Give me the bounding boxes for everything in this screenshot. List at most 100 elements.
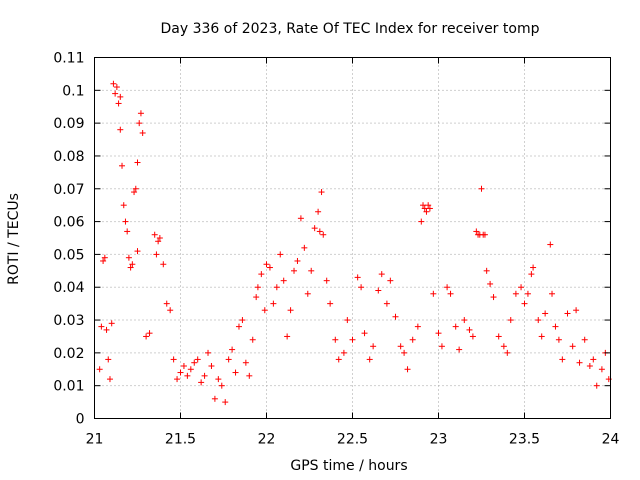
data-point bbox=[146, 330, 153, 337]
data-point bbox=[323, 277, 330, 284]
data-point bbox=[167, 307, 174, 314]
data-point bbox=[261, 307, 268, 314]
data-point bbox=[201, 372, 208, 379]
data-point bbox=[456, 346, 463, 353]
data-point bbox=[187, 366, 194, 373]
data-point bbox=[155, 238, 162, 245]
data-point bbox=[361, 330, 368, 337]
data-point bbox=[530, 264, 537, 271]
data-point bbox=[258, 271, 265, 278]
data-point bbox=[435, 330, 442, 337]
data-point bbox=[113, 84, 120, 91]
data-point bbox=[139, 129, 146, 136]
data-point bbox=[287, 307, 294, 314]
data-point bbox=[404, 366, 411, 373]
data-point bbox=[598, 366, 605, 373]
data-point bbox=[552, 323, 559, 330]
data-point bbox=[430, 290, 437, 297]
x-tick-label: 22 bbox=[258, 432, 276, 448]
data-point bbox=[297, 215, 304, 222]
data-point bbox=[106, 376, 113, 383]
data-point bbox=[383, 300, 390, 307]
data-point bbox=[194, 356, 201, 363]
data-point bbox=[452, 323, 459, 330]
data-point bbox=[528, 271, 535, 278]
data-point bbox=[96, 366, 103, 373]
data-point bbox=[469, 333, 476, 340]
data-point bbox=[163, 300, 170, 307]
data-point bbox=[590, 356, 597, 363]
data-point bbox=[122, 218, 129, 225]
y-tick-label: 0.08 bbox=[53, 149, 84, 165]
data-point bbox=[524, 290, 531, 297]
data-point bbox=[495, 333, 502, 340]
data-point bbox=[284, 333, 291, 340]
data-point bbox=[101, 254, 108, 261]
y-tick-label: 0.09 bbox=[53, 116, 84, 132]
data-point bbox=[425, 202, 432, 209]
data-point bbox=[160, 261, 167, 268]
data-point bbox=[151, 231, 158, 238]
data-point bbox=[108, 320, 115, 327]
data-point bbox=[392, 313, 399, 320]
data-point bbox=[487, 280, 494, 287]
data-point bbox=[273, 284, 280, 291]
data-point bbox=[490, 294, 497, 301]
data-point bbox=[115, 100, 122, 107]
data-point bbox=[500, 343, 507, 350]
data-point bbox=[253, 294, 260, 301]
data-point bbox=[103, 326, 110, 333]
x-tick-label: 21.5 bbox=[165, 432, 196, 448]
chart-title: Day 336 of 2023, Rate Of TEC Index for r… bbox=[161, 21, 540, 37]
data-point bbox=[291, 267, 298, 274]
data-point bbox=[124, 228, 131, 235]
x-tick-label: 23 bbox=[430, 432, 448, 448]
data-point bbox=[473, 228, 480, 235]
data-point bbox=[461, 317, 468, 324]
data-point bbox=[222, 399, 229, 406]
x-tick-label: 23.5 bbox=[509, 432, 540, 448]
data-point bbox=[263, 261, 270, 268]
y-axis-label: ROTI / TECUs bbox=[6, 193, 22, 285]
data-point bbox=[504, 349, 511, 356]
data-point bbox=[547, 241, 554, 248]
data-point bbox=[127, 264, 134, 271]
data-point bbox=[315, 208, 322, 215]
data-point bbox=[120, 202, 127, 209]
data-point bbox=[401, 349, 408, 356]
data-point bbox=[184, 372, 191, 379]
data-point bbox=[308, 267, 315, 274]
data-point bbox=[444, 284, 451, 291]
data-point bbox=[518, 284, 525, 291]
data-point bbox=[112, 90, 119, 97]
data-point bbox=[387, 277, 394, 284]
data-point bbox=[542, 310, 549, 317]
data-point bbox=[349, 336, 356, 343]
data-point bbox=[180, 362, 187, 369]
data-point bbox=[174, 376, 181, 383]
data-point bbox=[375, 287, 382, 294]
data-point bbox=[481, 231, 488, 238]
data-point bbox=[414, 323, 421, 330]
x-tick-label: 22.5 bbox=[337, 432, 368, 448]
data-point bbox=[229, 346, 236, 353]
data-point bbox=[549, 290, 556, 297]
data-point bbox=[153, 251, 160, 258]
data-point bbox=[117, 93, 124, 100]
data-point bbox=[576, 359, 583, 366]
data-point bbox=[418, 218, 425, 225]
data-point bbox=[170, 356, 177, 363]
data-point bbox=[335, 356, 342, 363]
data-point bbox=[332, 336, 339, 343]
y-tick-label: 0.03 bbox=[53, 313, 84, 329]
data-point bbox=[225, 356, 232, 363]
data-point bbox=[232, 369, 239, 376]
data-point bbox=[409, 336, 416, 343]
data-point bbox=[535, 317, 542, 324]
data-point bbox=[344, 317, 351, 324]
data-point bbox=[354, 274, 361, 281]
data-point bbox=[143, 333, 150, 340]
data-point bbox=[205, 349, 212, 356]
grid-lines bbox=[94, 57, 611, 419]
